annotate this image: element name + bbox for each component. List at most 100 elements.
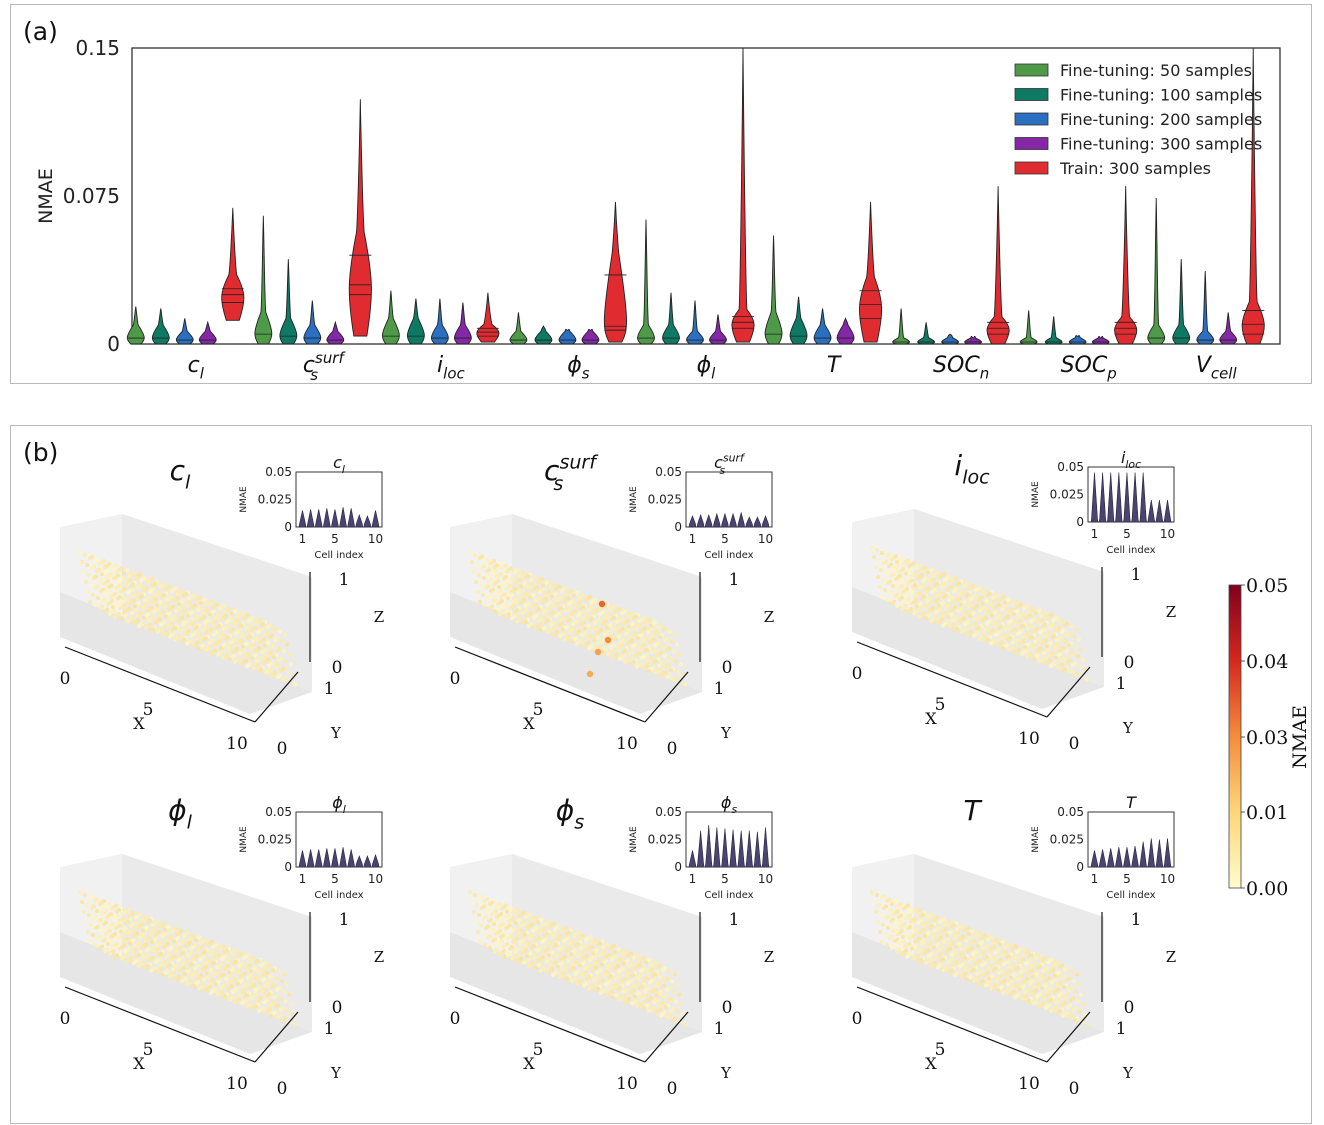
- scatter-point: [1017, 960, 1021, 964]
- inset-violin: [1147, 838, 1156, 868]
- x-axis-label: X: [133, 714, 145, 733]
- pane-floor: [60, 932, 312, 1054]
- scatter-point: [488, 946, 492, 950]
- scatter-point: [909, 919, 913, 924]
- scatter-point: [106, 942, 110, 946]
- inset-violin: [363, 855, 372, 868]
- scatter-point: [177, 602, 181, 606]
- scatter-point: [285, 642, 289, 647]
- scatter-point: [662, 655, 666, 659]
- violin-0-1: [254, 215, 273, 345]
- scatter-point: [245, 1004, 249, 1009]
- scatter-point: [96, 936, 100, 940]
- scatter-point: [585, 636, 589, 641]
- scatter-point: [240, 1001, 244, 1006]
- scatter-point: [260, 990, 264, 995]
- scatter-point: [676, 1009, 680, 1014]
- scatter-point: [240, 661, 244, 666]
- scatter-point: [995, 616, 999, 620]
- scatter-point: [483, 559, 487, 563]
- scatter-point: [118, 946, 122, 951]
- scatter-point: [925, 599, 929, 603]
- scatter-point: [214, 642, 218, 647]
- scatter-point: [217, 635, 221, 640]
- scatter-point: [96, 596, 100, 600]
- violin-0-2: [382, 290, 400, 345]
- scatter-point: [549, 623, 553, 627]
- scatter-point: [924, 961, 928, 965]
- x-tick-label-2: iloc: [437, 353, 465, 383]
- scatter-point: [513, 609, 517, 614]
- scatter-point: [972, 979, 976, 983]
- scatter-point: [951, 618, 955, 622]
- scatter-point: [107, 925, 111, 929]
- inset-violin: [1123, 472, 1131, 523]
- scatter-point: [525, 954, 529, 958]
- scatter-point: [595, 631, 599, 635]
- scatter-point: [1083, 1012, 1087, 1017]
- scatter-point: [271, 628, 275, 632]
- legend-label: Fine-tuning: 200 samples: [1060, 110, 1262, 129]
- scatter-point: [611, 995, 615, 1000]
- scatter-point: [966, 949, 970, 953]
- scatter-point: [190, 973, 194, 978]
- legend-swatch: [1014, 63, 1049, 77]
- scatter-point: [1024, 961, 1028, 966]
- scatter-point: [546, 630, 550, 634]
- scatter-point: [512, 911, 516, 915]
- scatter-point: [213, 615, 217, 620]
- scatter-point: [1039, 959, 1043, 963]
- scatter-point: [664, 665, 668, 669]
- scatter-point: [899, 580, 903, 584]
- scatter-point: [100, 912, 104, 916]
- scatter-point: [596, 942, 600, 947]
- scatter-point: [160, 934, 164, 939]
- scatter-point: [554, 954, 558, 959]
- scatter-point: [175, 932, 179, 936]
- scatter-point: [658, 635, 662, 639]
- scatter-point: [524, 575, 528, 580]
- scatter-point: [979, 936, 983, 941]
- inset-y-tick: 0.025: [648, 493, 682, 507]
- scatter-point: [148, 930, 152, 934]
- scatter-point: [1030, 991, 1034, 996]
- scatter-point: [124, 581, 128, 585]
- scatter-point: [580, 633, 584, 638]
- scatter-point: [126, 591, 130, 595]
- scatter-point: [152, 950, 156, 954]
- scatter-point: [982, 973, 986, 978]
- scatter-point: [174, 609, 178, 613]
- scatter-point: [1075, 627, 1079, 632]
- scatter-point: [874, 910, 878, 914]
- scatter-point: [263, 643, 267, 648]
- scatter-point: [882, 906, 886, 910]
- scatter-point: [896, 587, 900, 591]
- scatter-point: [183, 632, 187, 636]
- scatter-point: [139, 578, 143, 583]
- scatter-point: [914, 911, 918, 915]
- scatter-point: [985, 621, 989, 626]
- scatter-point: [935, 593, 939, 598]
- scatter-point: [559, 957, 563, 962]
- panel-a-label: (a): [23, 17, 58, 46]
- scatter-point: [590, 968, 594, 972]
- scatter-point: [669, 668, 673, 672]
- scatter-point: [197, 986, 201, 991]
- y-axis-label: Y: [720, 724, 732, 742]
- scatter-point: [670, 639, 674, 644]
- scatter-point: [1021, 980, 1025, 984]
- inset-violin: [331, 848, 339, 868]
- scatter-point: [1038, 976, 1042, 980]
- inset-violin: [1139, 841, 1148, 868]
- scatter-point: [659, 673, 663, 678]
- scatter-point: [543, 593, 547, 597]
- scatter-point: [661, 628, 665, 632]
- scatter-point: [1008, 992, 1012, 997]
- x-tick-10: 10: [1018, 729, 1040, 749]
- scatter-point: [666, 1015, 670, 1019]
- scatter-point: [1023, 645, 1027, 649]
- scatter-point: [989, 641, 993, 646]
- scatter-point: [1074, 644, 1078, 649]
- scatter-point: [937, 948, 941, 953]
- scatter-point: [219, 645, 223, 650]
